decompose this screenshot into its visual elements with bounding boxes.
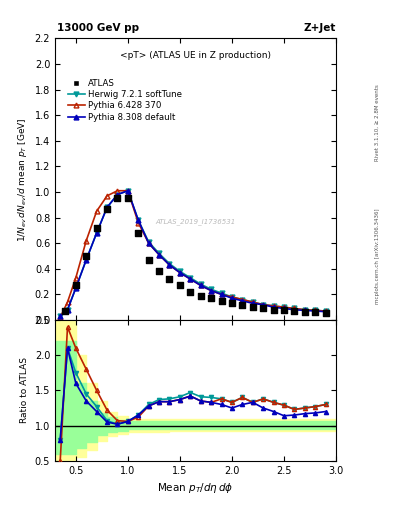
X-axis label: Mean $p_T/d\eta\,d\phi$: Mean $p_T/d\eta\,d\phi$ [157,481,234,495]
Y-axis label: Ratio to ATLAS: Ratio to ATLAS [20,357,29,423]
Point [323,309,329,317]
Text: 13000 GeV pp: 13000 GeV pp [57,23,139,33]
Point [104,204,110,213]
Text: Z+Jet: Z+Jet [304,23,336,33]
Text: ATLAS_2019_I1736531: ATLAS_2019_I1736531 [155,218,236,225]
Text: Rivet 3.1.10, ≥ 2.8M events: Rivet 3.1.10, ≥ 2.8M events [375,84,380,161]
Point [166,275,173,283]
Point [73,282,79,290]
Point [219,297,225,305]
Point [302,308,308,316]
Point [125,194,131,202]
Y-axis label: $1/N_{ev}\,dN_{ev}/d$ mean $p_T$ [GeV]: $1/N_{ev}\,dN_{ev}/d$ mean $p_T$ [GeV] [16,117,29,242]
Point [94,224,100,232]
Point [270,306,277,314]
Point [312,308,318,316]
Point [260,304,266,312]
Point [208,294,214,302]
Point [291,307,298,315]
Point [239,301,246,309]
Text: mcplots.cern.ch [arXiv:1306.3436]: mcplots.cern.ch [arXiv:1306.3436] [375,208,380,304]
Point [281,306,287,314]
Point [145,256,152,264]
Point [177,282,183,290]
Point [156,267,162,275]
Point [229,299,235,307]
Point [83,252,89,260]
Legend: ATLAS, Herwig 7.2.1 softTune, Pythia 6.428 370, Pythia 8.308 default: ATLAS, Herwig 7.2.1 softTune, Pythia 6.4… [65,76,185,124]
Point [198,292,204,300]
Point [250,303,256,311]
Point [62,307,68,315]
Point [135,229,141,237]
Point [114,194,121,202]
Point [187,288,193,296]
Text: <pT> (ATLAS UE in Z production): <pT> (ATLAS UE in Z production) [120,51,271,60]
